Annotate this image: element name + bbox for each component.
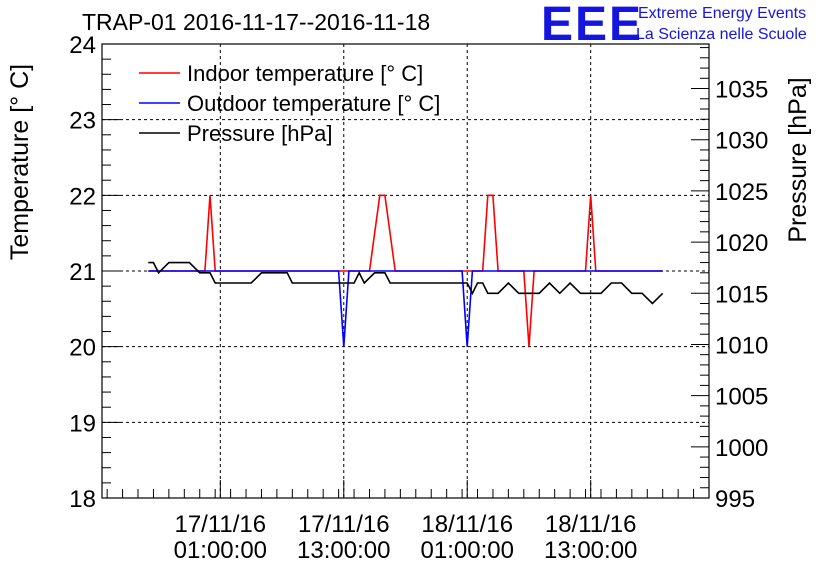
x-tick-label-time: 01:00:00 <box>421 537 514 564</box>
y-tick-label-right: 1005 <box>715 384 768 411</box>
y-tick-label-right: 995 <box>715 486 755 513</box>
x-tick-label-time: 01:00:00 <box>174 537 267 564</box>
x-tick-label-date: 18/11/16 <box>421 511 513 538</box>
x-tick-label-date: 18/11/16 <box>545 511 637 538</box>
y-tick-label-right: 1035 <box>715 77 768 104</box>
y-tick-label-left: 24 <box>69 32 96 59</box>
y-tick-label-right: 1025 <box>715 179 768 206</box>
legend-label: Indoor temperature [° C] <box>187 61 423 86</box>
legend: Indoor temperature [° C] Outdoor temperat… <box>139 61 440 146</box>
y-tick-label-left: 23 <box>69 108 96 135</box>
x-tick-label-time: 13:00:00 <box>544 537 637 564</box>
y-tick-label-left: 21 <box>69 259 96 286</box>
y-tick-label-right: 1015 <box>715 281 768 308</box>
eee-logo: EEE Extreme Energy Events La Scienza nel… <box>541 0 807 51</box>
eee-logo-mark: EEE <box>541 0 643 51</box>
y-axis-label-right: Pressure [hPa] <box>784 77 812 242</box>
series-line-pressure-hpa <box>148 261 664 305</box>
legend-label: Outdoor temperature [° C] <box>187 91 440 116</box>
y-axis-label-left: Temperature [° C] <box>6 64 34 260</box>
chart-title: TRAP-01 2016-11-17--2016-11-18 <box>82 9 430 35</box>
y-tick-label-left: 20 <box>69 335 96 362</box>
eee-logo-line1: Extreme Energy Events <box>638 5 806 22</box>
x-tick-label-date: 17/11/16 <box>298 511 390 538</box>
x-tick-label-time: 13:00:00 <box>297 537 390 564</box>
y-tick-label-right: 1010 <box>715 332 768 359</box>
axis-ticks <box>102 43 709 499</box>
y-tick-label-right: 1000 <box>715 435 768 462</box>
y-tick-label-left: 18 <box>69 486 96 513</box>
y-tick-label-right: 1030 <box>715 128 768 155</box>
y-tick-label-left: 19 <box>69 410 96 437</box>
x-tick-label-date: 17/11/16 <box>174 511 266 538</box>
series-lines <box>148 194 664 347</box>
y-tick-label-left: 22 <box>69 183 96 210</box>
y-tick-label-right: 1020 <box>715 230 768 257</box>
legend-label: Pressure [hPa] <box>187 121 333 146</box>
eee-logo-line2: La Scienza nelle Scuole <box>636 26 807 43</box>
tick-labels: 18 19 20 21 22 23 24 995 1000 1005 1010 1015 1020 102… <box>69 32 768 564</box>
